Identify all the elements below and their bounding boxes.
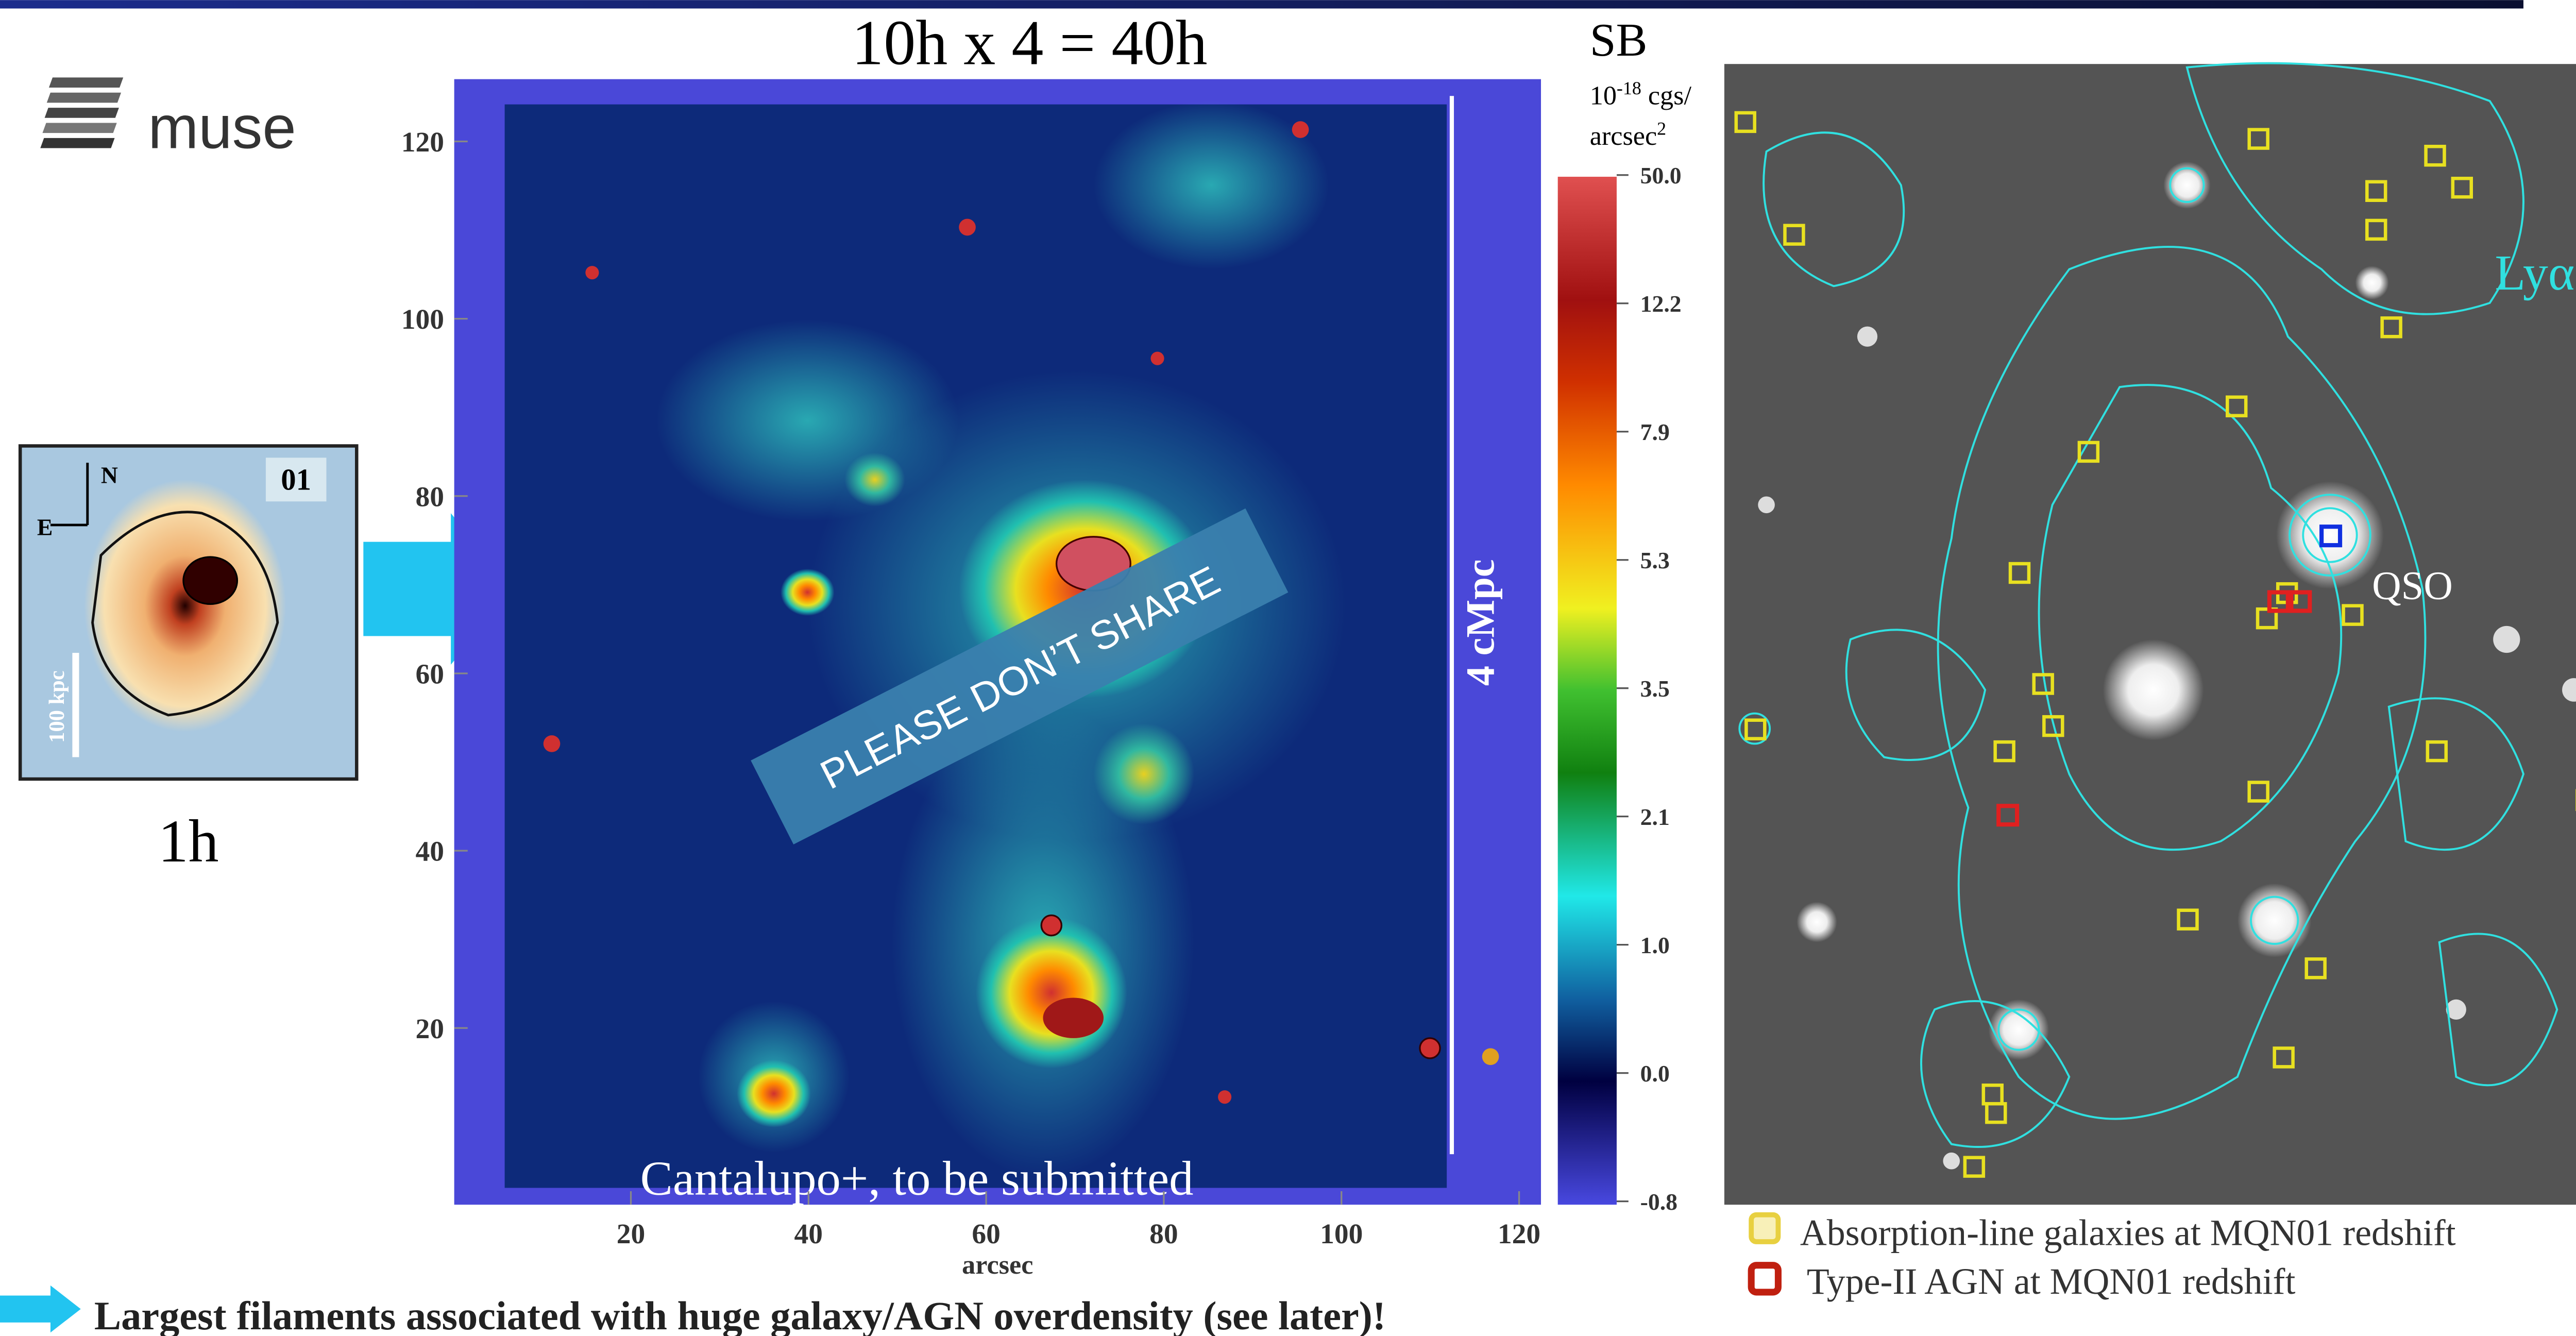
x-tick-label: 60 [972,1219,1001,1250]
legend-label: Absorption-line galaxies at MQN01 redshi… [1800,1212,2456,1254]
inset-map: 01 N E 100 kpc [18,444,359,781]
muse-logo: muse [40,77,296,161]
credit: Cantalupo+, to be submitted [640,1152,1194,1206]
unit-exponent: -18 [1617,78,1641,98]
colorbar-tick-label: 5.3 [1640,547,1670,573]
x-axis: 20 40 60 80 100 120 [617,1191,1540,1250]
colorbar-tick-label: 0.0 [1640,1060,1670,1087]
scale-label: 4 cMpc [1458,559,1503,686]
legend-label: Type-II AGN at MQN01 redshift [1807,1261,2296,1302]
inset-scale: 100 kpc [45,670,69,742]
inset-north: N [101,462,118,488]
y-tick-label: 40 [416,836,445,868]
colorbar-tick-label: 12.2 [1640,291,1682,317]
main-map: 4 cMpc PLEASE DON’T SHARE Cantalupo+, to… [454,79,1541,1206]
x-axis-label: arcsec [962,1250,1033,1280]
colorbar-area: arcsec2 [1590,118,1666,151]
colorbar-tick-label: 1.0 [1640,932,1670,958]
x-tick-label: 20 [617,1219,646,1250]
unit-base: 10 [1590,81,1617,111]
x-tick-label: 120 [1498,1219,1540,1250]
inset-caption: 1h [158,808,219,875]
colorbar-title: SB [1590,14,1648,66]
line-label: Lyα [2495,245,2574,301]
x-tick-label: 100 [1320,1219,1363,1250]
source-label: QSO [2372,563,2453,608]
lya-image: Lyα QSO [1724,62,2576,1205]
inset-label: 01 [281,463,311,496]
y-axis: 120 100 80 60 40 20 [401,127,468,1045]
colorbar-unit: 10-18 cgs/ [1590,78,1692,111]
footer-text: Largest filaments associated with huge g… [94,1293,1386,1336]
legend-swatch [1748,1262,1782,1296]
y-tick-label: 100 [401,304,444,335]
unit-area-exponent: 2 [1657,118,1666,139]
colorbar-tick-label: 7.9 [1640,419,1670,445]
colorbar-ticks: 50.0 12.2 7.9 5.3 3.5 2.1 1.0 0.0 -0.8 [1616,162,1682,1215]
inset-east: E [37,514,53,540]
y-tick-label: 80 [416,481,445,513]
legend: Absorption-line galaxies at MQN01 redshi… [1748,1212,2456,1302]
colorbar-tick-label: 3.5 [1640,675,1670,702]
colorbar-tick-label: 2.1 [1640,804,1670,830]
y-tick-label: 120 [401,127,444,158]
logo-text: muse [148,94,296,161]
y-tick-label: 20 [416,1013,445,1045]
unit-text: cgs/ [1641,81,1692,111]
x-tick-label: 80 [1149,1219,1178,1250]
colorbar-tick-label: -0.8 [1640,1189,1677,1215]
colorbar-tick-label: 50.0 [1640,162,1682,189]
y-tick-label: 60 [416,659,445,690]
unit-area: arcsec [1590,121,1657,151]
x-tick-label: 40 [794,1219,823,1250]
title: 10h x 4 = 40h [852,7,1207,78]
colorbar [1557,177,1617,1205]
footer-arrow [0,1285,81,1333]
top-bar [0,0,2523,9]
legend-swatch [1749,1212,1781,1244]
